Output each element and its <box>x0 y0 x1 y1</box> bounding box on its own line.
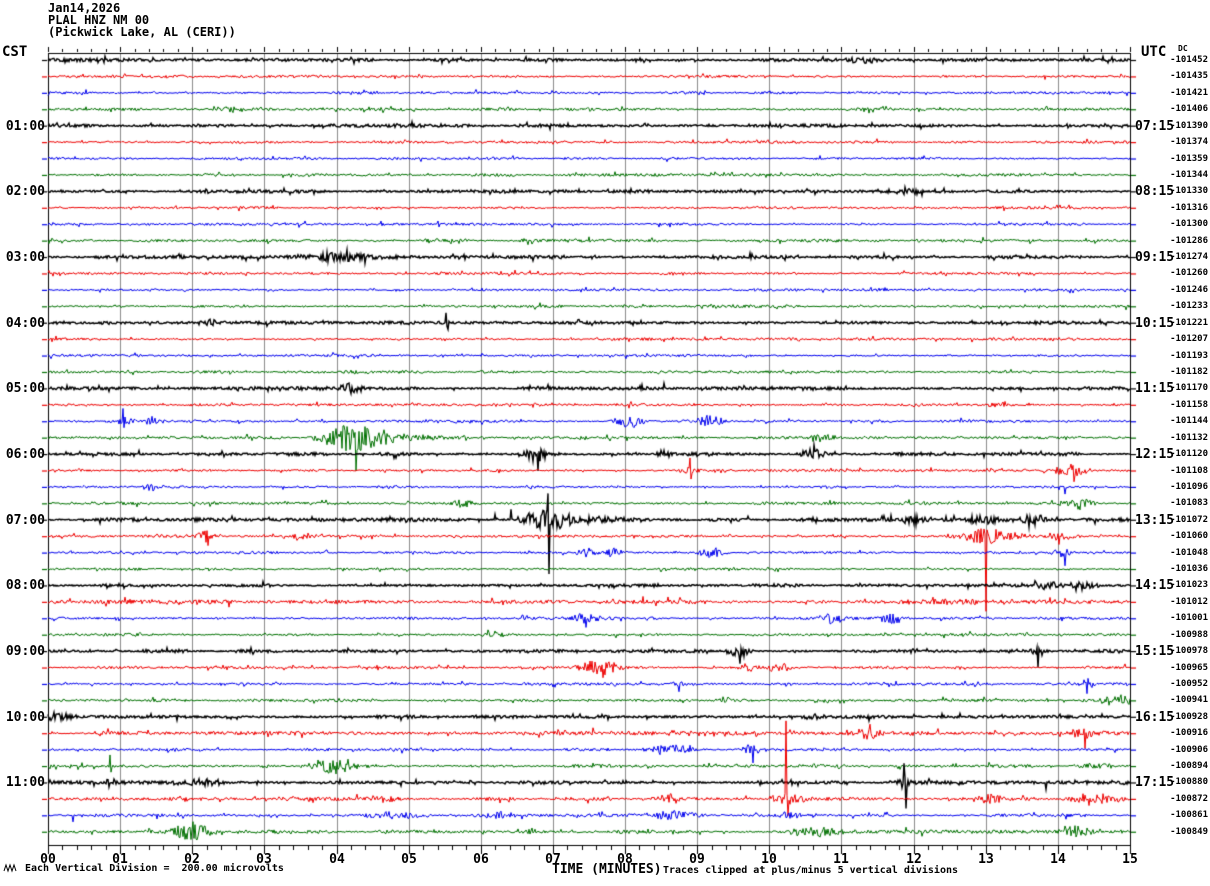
x-tick-label: 15 <box>1122 852 1138 867</box>
dc-offset-value: -101060 <box>1170 531 1208 541</box>
dc-offset-value: -100988 <box>1170 630 1208 640</box>
dc-offset-value: -101036 <box>1170 564 1208 574</box>
x-axis-title: TIME (MINUTES) <box>552 862 662 877</box>
x-tick-label: 00 <box>40 852 56 867</box>
x-tick-label: 10 <box>761 852 777 867</box>
x-tick-label: 11 <box>833 852 849 867</box>
cst-hour-label: 02:00 <box>5 184 45 199</box>
dc-offset-value: -100978 <box>1170 646 1208 656</box>
x-tick-label: 13 <box>978 852 994 867</box>
dc-offset-value: -101435 <box>1170 71 1208 81</box>
dc-offset-value: -101012 <box>1170 597 1208 607</box>
x-tick-label: 14 <box>1050 852 1066 867</box>
dc-offset-value: -100965 <box>1170 663 1208 673</box>
title-location: (Pickwick Lake, AL (CERI)) <box>48 25 236 39</box>
cst-hour-label: 07:00 <box>5 513 45 528</box>
footnote-scale: Each Vertical Division = 200.00 microvol… <box>25 863 284 874</box>
right-axis-label: UTC <box>1141 44 1167 60</box>
x-tick-label: 08 <box>617 852 633 867</box>
cst-hour-label: 08:00 <box>5 578 45 593</box>
cst-hour-label: 10:00 <box>5 710 45 725</box>
dc-offset-value: -101023 <box>1170 580 1208 590</box>
cst-hour-label: 11:00 <box>5 775 45 790</box>
cst-hour-label: 03:00 <box>5 250 45 265</box>
title-station: PLAL HNZ NM 00 <box>48 13 150 27</box>
utc-hour-label: 17:15 <box>1135 775 1175 790</box>
dc-offset-value: -101048 <box>1170 548 1208 558</box>
dc-offset-value: -101300 <box>1170 219 1208 229</box>
dc-offset-value: -101120 <box>1170 449 1208 459</box>
title-block: Jan14,2026 PLAL HNZ NM 00 (Pickwick Lake… <box>48 2 236 38</box>
utc-hour-label: 07:15 <box>1135 119 1175 134</box>
left-axis-label: CST <box>2 44 28 60</box>
cst-hour-label: 05:00 <box>5 381 45 396</box>
utc-hour-label: 13:15 <box>1135 513 1175 528</box>
dc-offset-value: -101096 <box>1170 482 1208 492</box>
x-tick-label: 04 <box>329 852 345 867</box>
utc-hour-label: 12:15 <box>1135 447 1175 462</box>
dc-tag: DC <box>1178 44 1188 53</box>
x-tick-label: 02 <box>184 852 200 867</box>
dc-offset-value: -100941 <box>1170 695 1208 705</box>
dc-offset-value: -101132 <box>1170 433 1208 443</box>
utc-hour-label: 14:15 <box>1135 578 1175 593</box>
dc-offset-value: -100952 <box>1170 679 1208 689</box>
utc-hour-label: 15:15 <box>1135 644 1175 659</box>
dc-offset-value: -100916 <box>1170 728 1208 738</box>
x-tick-label: 12 <box>906 852 922 867</box>
dc-offset-value: -100872 <box>1170 794 1208 804</box>
x-tick-label: 01 <box>112 852 128 867</box>
dc-offset-value: -101359 <box>1170 154 1208 164</box>
cst-hour-label: 09:00 <box>5 644 45 659</box>
dc-offset-value: -101406 <box>1170 104 1208 114</box>
footnote-clipping: Traces clipped at plus/minus 5 vertical … <box>663 865 959 876</box>
dc-offset-value: -101330 <box>1170 186 1208 196</box>
dc-offset-value: -101108 <box>1170 466 1208 476</box>
dc-offset-value: -101170 <box>1170 383 1208 393</box>
dc-offset-value: -100894 <box>1170 761 1208 771</box>
cst-hour-label: 01:00 <box>5 119 45 134</box>
x-tick-label: 09 <box>689 852 705 867</box>
dc-offset-value: -100880 <box>1170 777 1208 787</box>
x-tick-label: 05 <box>401 852 417 867</box>
cst-hour-label: 06:00 <box>5 447 45 462</box>
utc-hour-label: 11:15 <box>1135 381 1175 396</box>
dc-offset-value: -101316 <box>1170 203 1208 213</box>
dc-offset-value: -101260 <box>1170 268 1208 278</box>
scale-glyph-icon <box>3 863 17 873</box>
dc-offset-value: -100928 <box>1170 712 1208 722</box>
dc-offset-value: -101072 <box>1170 515 1208 525</box>
utc-hour-label: 16:15 <box>1135 710 1175 725</box>
dc-offset-value: -101207 <box>1170 334 1208 344</box>
x-tick-label: 03 <box>256 852 272 867</box>
dc-offset-value: -101390 <box>1170 121 1208 131</box>
dc-offset-value: -101233 <box>1170 301 1208 311</box>
dc-offset-value: -100861 <box>1170 810 1208 820</box>
dc-offset-value: -101158 <box>1170 400 1208 410</box>
title-date: Jan14,2026 <box>48 1 121 15</box>
utc-hour-label: 09:15 <box>1135 250 1175 265</box>
x-tick-label: 06 <box>473 852 489 867</box>
dc-offset-value: -101144 <box>1170 416 1208 426</box>
dc-offset-value: -101001 <box>1170 613 1208 623</box>
dc-offset-value: -101193 <box>1170 351 1208 361</box>
dc-offset-value: -101421 <box>1170 88 1208 98</box>
dc-offset-value: -101286 <box>1170 236 1208 246</box>
x-tick-label: 07 <box>545 852 561 867</box>
dc-offset-value: -100849 <box>1170 827 1208 837</box>
dc-offset-value: -101374 <box>1170 137 1208 147</box>
dc-offset-value: -100906 <box>1170 745 1208 755</box>
dc-offset-value: -101246 <box>1170 285 1208 295</box>
dc-offset-value: -101221 <box>1170 318 1208 328</box>
dc-offset-value: -101452 <box>1170 55 1208 65</box>
dc-offset-value: -101182 <box>1170 367 1208 377</box>
dc-offset-value: -101083 <box>1170 498 1208 508</box>
utc-hour-label: 10:15 <box>1135 316 1175 331</box>
utc-hour-label: 08:15 <box>1135 184 1175 199</box>
cst-hour-label: 04:00 <box>5 316 45 331</box>
dc-offset-value: -101274 <box>1170 252 1208 262</box>
dc-offset-value: -101344 <box>1170 170 1208 180</box>
